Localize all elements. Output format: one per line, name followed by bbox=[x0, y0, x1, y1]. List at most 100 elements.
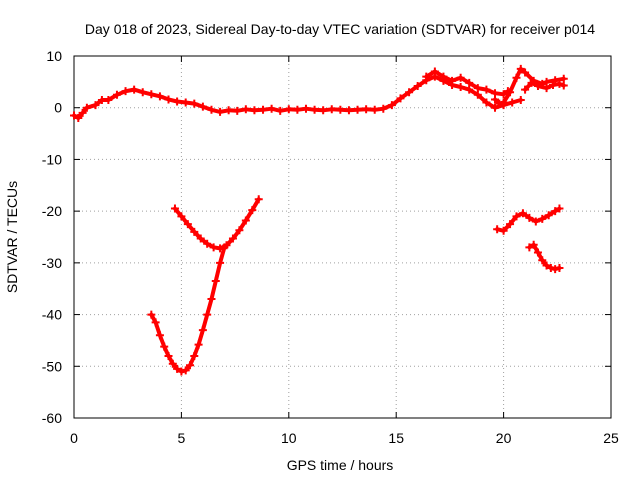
data-point bbox=[327, 105, 336, 114]
data-point bbox=[183, 220, 192, 229]
data-point bbox=[353, 105, 362, 114]
y-tick-label: 0 bbox=[54, 100, 62, 116]
data-point bbox=[70, 111, 78, 120]
data-point bbox=[546, 264, 555, 273]
data-point bbox=[284, 105, 293, 114]
grid bbox=[74, 56, 611, 418]
data-point bbox=[91, 101, 100, 110]
data-point bbox=[250, 106, 259, 115]
x-tick-label: 20 bbox=[496, 430, 512, 446]
data-point bbox=[228, 234, 237, 243]
data-point bbox=[173, 97, 182, 106]
data-point bbox=[439, 72, 448, 81]
series-arc-main bbox=[70, 72, 525, 123]
data-point bbox=[551, 207, 560, 216]
data-point bbox=[181, 366, 190, 375]
data-point bbox=[448, 76, 457, 85]
data-point bbox=[527, 78, 536, 87]
data-point bbox=[542, 84, 551, 93]
data-point bbox=[233, 106, 242, 115]
data-point bbox=[551, 265, 560, 274]
data-point bbox=[147, 90, 156, 99]
data-point bbox=[559, 81, 568, 90]
data-point bbox=[207, 295, 216, 304]
data-point bbox=[379, 104, 388, 113]
data-point bbox=[516, 95, 525, 104]
data-point bbox=[544, 211, 553, 220]
data-point bbox=[155, 92, 164, 101]
axis-ticks: 0 5 10 15 20 25 10 0 -10 -20 -30 -40 -50 -60 bbox=[42, 48, 619, 446]
data-point bbox=[512, 73, 521, 82]
data-point bbox=[465, 85, 474, 94]
data-point bbox=[151, 318, 160, 327]
data-point bbox=[177, 212, 186, 221]
y-tick-label: -40 bbox=[42, 307, 62, 323]
data-point bbox=[196, 234, 205, 243]
data-point bbox=[259, 105, 268, 114]
data-point bbox=[555, 204, 564, 213]
data-point bbox=[222, 241, 231, 250]
data-point bbox=[538, 256, 547, 265]
data-point bbox=[173, 364, 182, 373]
data-point bbox=[538, 214, 547, 223]
x-tick-label: 25 bbox=[603, 430, 619, 446]
data-point bbox=[293, 105, 302, 114]
data-point bbox=[533, 81, 542, 90]
data-point bbox=[203, 239, 212, 248]
y-tick-label: -10 bbox=[42, 151, 62, 167]
series-arc-u-shallow bbox=[170, 195, 263, 253]
data-point bbox=[155, 331, 164, 340]
series-arc-hump bbox=[422, 67, 512, 99]
data-point bbox=[370, 105, 379, 114]
data-point bbox=[211, 276, 220, 285]
data-point bbox=[276, 106, 285, 115]
data-point bbox=[362, 105, 371, 114]
data-point bbox=[482, 98, 491, 107]
x-axis-title: GPS time / hours bbox=[287, 457, 394, 473]
series-arc-right-upper bbox=[493, 204, 564, 235]
data-point bbox=[508, 98, 517, 107]
data-point bbox=[248, 206, 257, 215]
data-point bbox=[387, 101, 396, 110]
data-point bbox=[491, 95, 500, 104]
data-point bbox=[190, 227, 199, 236]
data-point bbox=[525, 213, 534, 222]
y-tick-label: -60 bbox=[42, 410, 62, 426]
y-axis-title: SDTVAR / TECUs bbox=[4, 181, 20, 293]
data-point bbox=[413, 81, 422, 90]
data-point bbox=[216, 258, 225, 267]
x-tick-label: 0 bbox=[70, 430, 78, 446]
data-point bbox=[198, 102, 207, 111]
y-tick-label: -30 bbox=[42, 255, 62, 271]
data-point bbox=[491, 103, 500, 112]
data-point bbox=[209, 243, 218, 252]
data-point bbox=[147, 310, 156, 319]
data-point bbox=[216, 107, 225, 116]
data-point bbox=[164, 95, 173, 104]
data-point bbox=[310, 105, 319, 114]
data-point bbox=[160, 342, 169, 351]
data-point bbox=[185, 361, 194, 370]
data-point bbox=[521, 68, 530, 77]
y-tick-label: -20 bbox=[42, 203, 62, 219]
data-point bbox=[493, 225, 502, 234]
x-tick-label: 5 bbox=[178, 430, 186, 446]
data-point bbox=[473, 90, 482, 99]
data-point bbox=[344, 106, 353, 115]
series-arc-right-lower bbox=[525, 240, 564, 274]
series-line bbox=[149, 245, 227, 374]
data-point bbox=[482, 85, 491, 94]
data-point bbox=[170, 204, 179, 213]
data-point bbox=[555, 79, 564, 88]
data-point bbox=[506, 220, 515, 229]
data-point bbox=[168, 359, 177, 368]
data-point bbox=[465, 78, 474, 87]
data-point bbox=[190, 351, 199, 360]
data-point bbox=[198, 326, 207, 335]
data-point bbox=[499, 90, 508, 99]
data-point bbox=[112, 90, 121, 99]
data-point bbox=[531, 217, 540, 226]
data-point bbox=[549, 80, 558, 89]
data-point bbox=[207, 105, 216, 114]
data-point bbox=[430, 67, 439, 76]
